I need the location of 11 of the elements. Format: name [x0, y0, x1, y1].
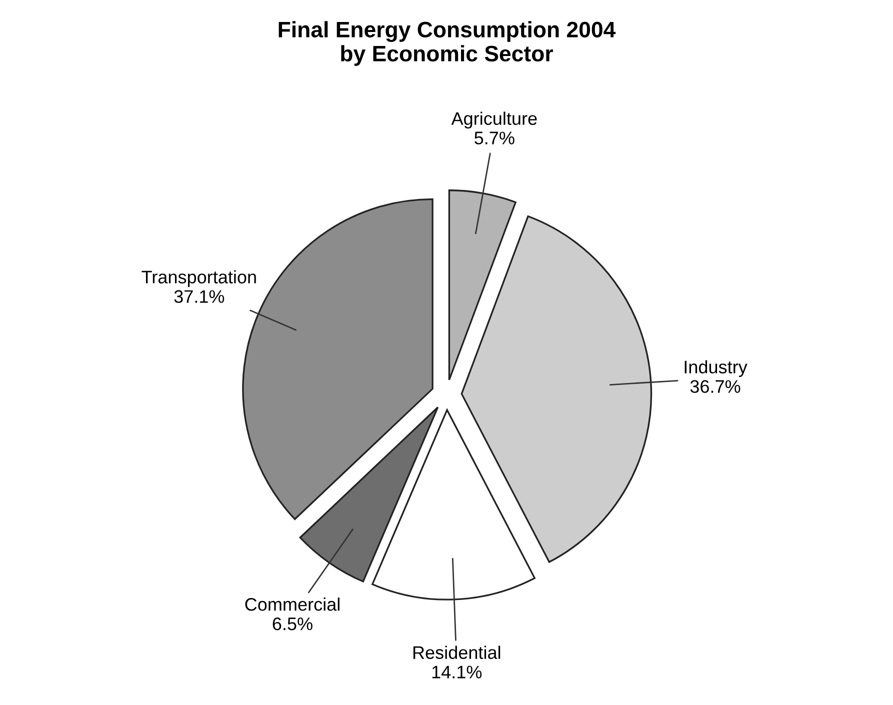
data-label: 36.7%: [690, 380, 740, 393]
slice-label: Agriculture: [451, 112, 537, 129]
slice-label: Transportation: [142, 270, 256, 288]
data-label: 5.7%: [474, 132, 514, 144]
data-label: 6.5%: [272, 617, 312, 630]
slice-label: Industry: [684, 360, 748, 378]
data-label: 37.1%: [174, 290, 224, 303]
chart-title: Final Energy Consumption 2004 by Economic Sector: [278, 21, 616, 66]
data-label: 14.1%: [432, 666, 482, 678]
slice-label: Commercial: [245, 598, 340, 611]
slice-label: Residential: [413, 646, 500, 659]
